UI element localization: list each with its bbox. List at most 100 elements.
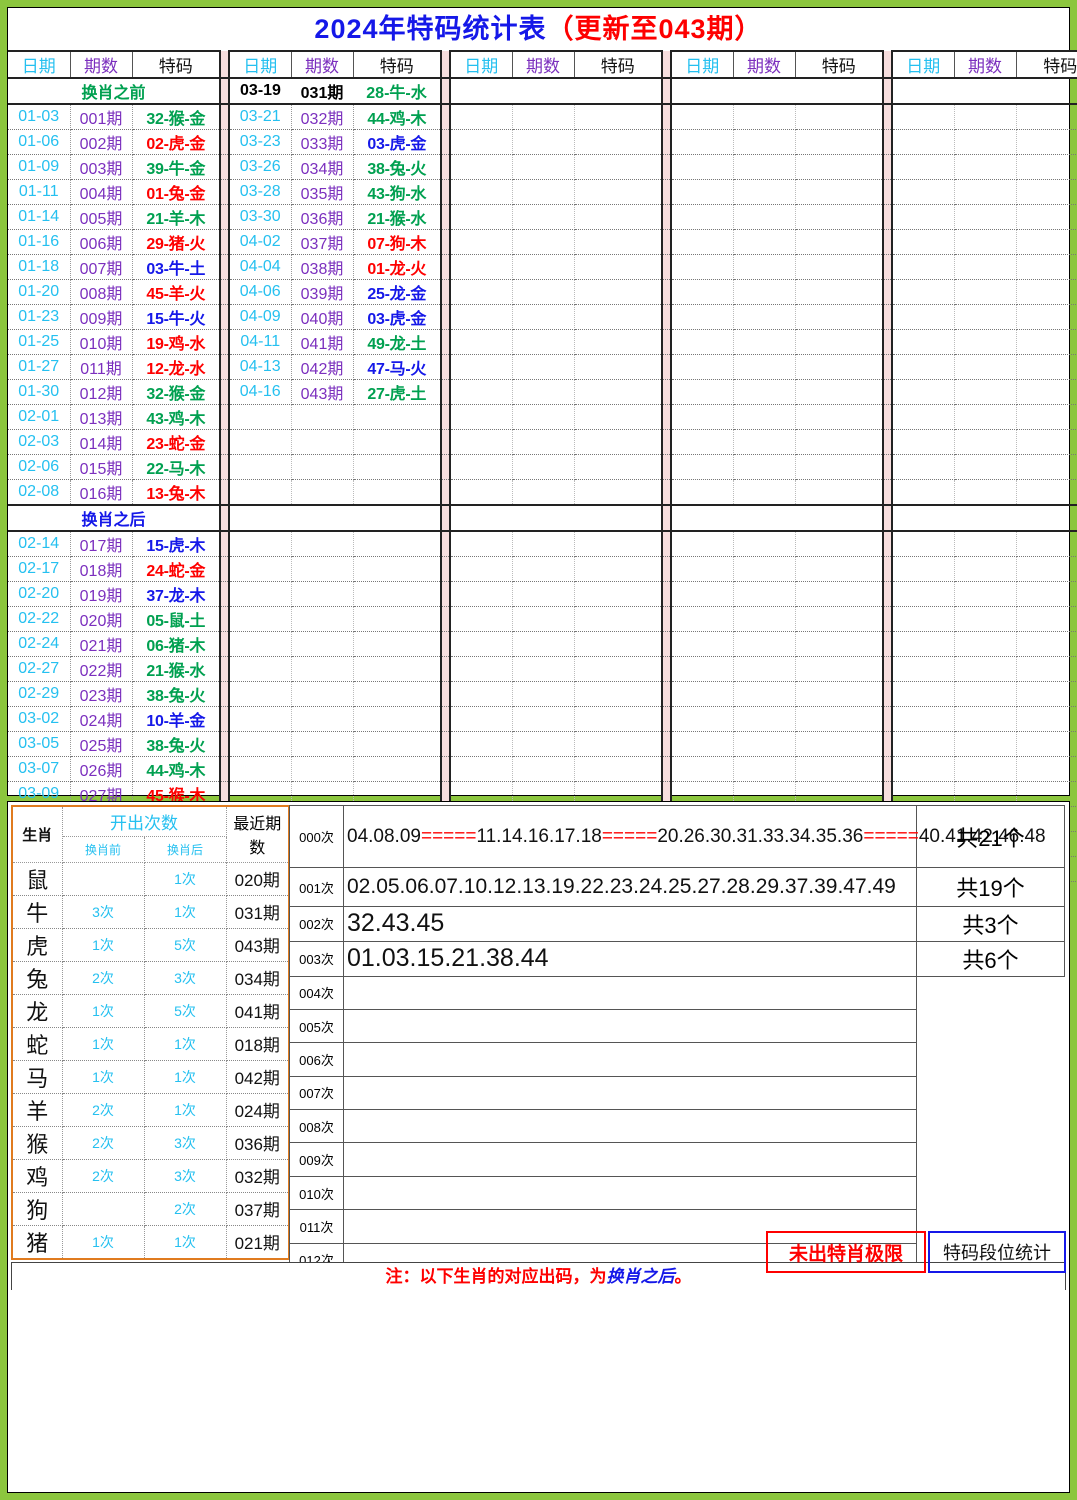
zodiac-recent-issue: 034期: [225, 960, 290, 995]
segment-stats-title: 特码段位统计: [943, 1243, 1051, 1263]
cell-empty: [574, 279, 662, 305]
record-row: 01-11 004期 01-兔-金 03-28 035期 43-狗-水: [8, 179, 1077, 205]
cell-empty: [512, 581, 575, 607]
cell-empty: [291, 681, 354, 707]
cell-empty: [1016, 706, 1077, 732]
records-table: 日期 期数 特码 日期 期数 特码 日期 期数 特码 日期 期数 特码 日期 期数 特码 换肖之前 03-19 0…: [8, 50, 1077, 882]
cell-empty: [229, 404, 292, 430]
cell-empty: [892, 429, 955, 455]
cell-empty: [795, 254, 883, 280]
cell-empty: [954, 581, 1017, 607]
frequency-numbers: 01.03.15.21.38.44: [343, 940, 917, 977]
cell-empty: [733, 756, 796, 782]
cell-empty: [671, 254, 734, 280]
cell-empty: [574, 454, 662, 480]
cell-empty: [353, 606, 441, 632]
zodiac-count-before: 1次: [61, 927, 145, 962]
column-group-separator: [219, 606, 230, 632]
record-row: 01-09 003期 39-牛-金 03-26 034期 38-兔-火: [8, 154, 1077, 180]
column-group-separator: [219, 179, 230, 205]
cell-code: 24-蛇-金: [132, 556, 220, 582]
record-row: 01-03 001期 32-猴-金 03-21 032期 44-鸡-木: [8, 104, 1077, 130]
column-group-separator: [882, 606, 893, 632]
cell-empty: [1016, 129, 1077, 155]
cell-empty: [892, 531, 955, 557]
cell-empty: [892, 656, 955, 682]
cell-empty: [733, 454, 796, 480]
cell-empty: [892, 379, 955, 405]
cell-code: 38-兔-火: [353, 154, 441, 180]
cell-empty: [671, 631, 734, 657]
frequency-row: 001次 02.05.06.07.10.12.13.19.22.23.24.25.…: [289, 867, 1065, 907]
column-group-separator: [440, 631, 451, 657]
cell-empty: [512, 454, 575, 480]
cell-empty: [892, 556, 955, 582]
cell-empty: [892, 706, 955, 732]
column-group-separator: [219, 531, 230, 557]
cell-empty: [512, 379, 575, 405]
cell-empty: [795, 706, 883, 732]
cell-empty: [574, 681, 662, 707]
cell-empty: [1016, 531, 1077, 557]
zodiac-count-before: 3次: [61, 894, 145, 929]
cell-empty: [574, 104, 662, 130]
cell-empty: [671, 379, 734, 405]
cell-code: 03-牛-土: [132, 254, 220, 280]
cell-empty: [671, 404, 734, 430]
column-group-separator: [219, 656, 230, 682]
cell-empty: [229, 631, 292, 657]
cell-empty: [795, 656, 883, 682]
cell-empty: [574, 129, 662, 155]
cell-empty: [229, 681, 292, 707]
cell-empty: [1016, 279, 1077, 305]
cell-code: 32-猴-金: [132, 379, 220, 405]
record-row: 01-16 006期 29-猪-火 04-02 037期 07-狗-木: [8, 229, 1077, 255]
column-group-separator: [440, 77, 451, 105]
cell-empty: [795, 454, 883, 480]
cell-empty: [1016, 731, 1077, 757]
cell-empty: [954, 479, 1017, 506]
column-group-separator: [440, 229, 451, 255]
zodiac-name: 虎: [11, 927, 63, 962]
column-group-separator: [882, 404, 893, 430]
zodiac-name: 猴: [11, 1125, 63, 1160]
frequency-numbers: [343, 975, 917, 1010]
cell-empty: [733, 279, 796, 305]
cell-date: 01-25: [8, 329, 71, 355]
cell-empty: [671, 479, 734, 506]
cell-date: 01-14: [8, 204, 71, 230]
zodiac-count-before: 2次: [61, 960, 145, 995]
column-group-separator: [661, 154, 672, 180]
zodiac-recent-issue: 020期: [225, 861, 290, 896]
column-group-separator: [661, 404, 672, 430]
frequency-numbers: [343, 1008, 917, 1044]
zodiac-recent-issue: 036期: [225, 1125, 290, 1160]
cell-empty: [512, 129, 575, 155]
cell-empty: [954, 77, 1016, 105]
cell-issue: 035期: [291, 179, 354, 205]
cell-code: 45-羊-火: [132, 279, 220, 305]
record-row: 01-20 008期 45-羊-火 04-06 039期 25-龙-金: [8, 279, 1077, 305]
cell-empty: [954, 631, 1017, 657]
column-group-separator: [219, 429, 230, 455]
cell-date: 01-11: [8, 179, 71, 205]
cell-empty: [733, 429, 796, 455]
cell-code: 49-龙-土: [353, 329, 441, 355]
cell-empty: [954, 329, 1017, 355]
cell-empty: [954, 379, 1017, 405]
zodiac-header-label: 生肖: [11, 805, 63, 863]
cell-code: 27-虎-土: [353, 379, 441, 405]
cell-empty: [1016, 504, 1077, 532]
cell-empty: [954, 429, 1017, 455]
summary-panel: 生肖 开出次数 最近期数 换肖前 换肖后 鼠 1次 020期牛 3次 1次 031期虎 1次…: [7, 801, 1070, 1493]
cell-empty: [353, 429, 441, 455]
cell-empty: [450, 179, 513, 205]
record-row: 02-14 017期 15-虎-木: [8, 531, 1077, 557]
cell-code: 05-鼠-土: [132, 606, 220, 632]
cell-empty: [954, 556, 1017, 582]
record-row: 02-06 015期 22-马-木: [8, 454, 1077, 480]
cell-issue: 022期: [70, 656, 133, 682]
cell-empty: [1016, 404, 1077, 430]
column-group-separator: [661, 706, 672, 732]
cell-empty: [512, 656, 575, 682]
